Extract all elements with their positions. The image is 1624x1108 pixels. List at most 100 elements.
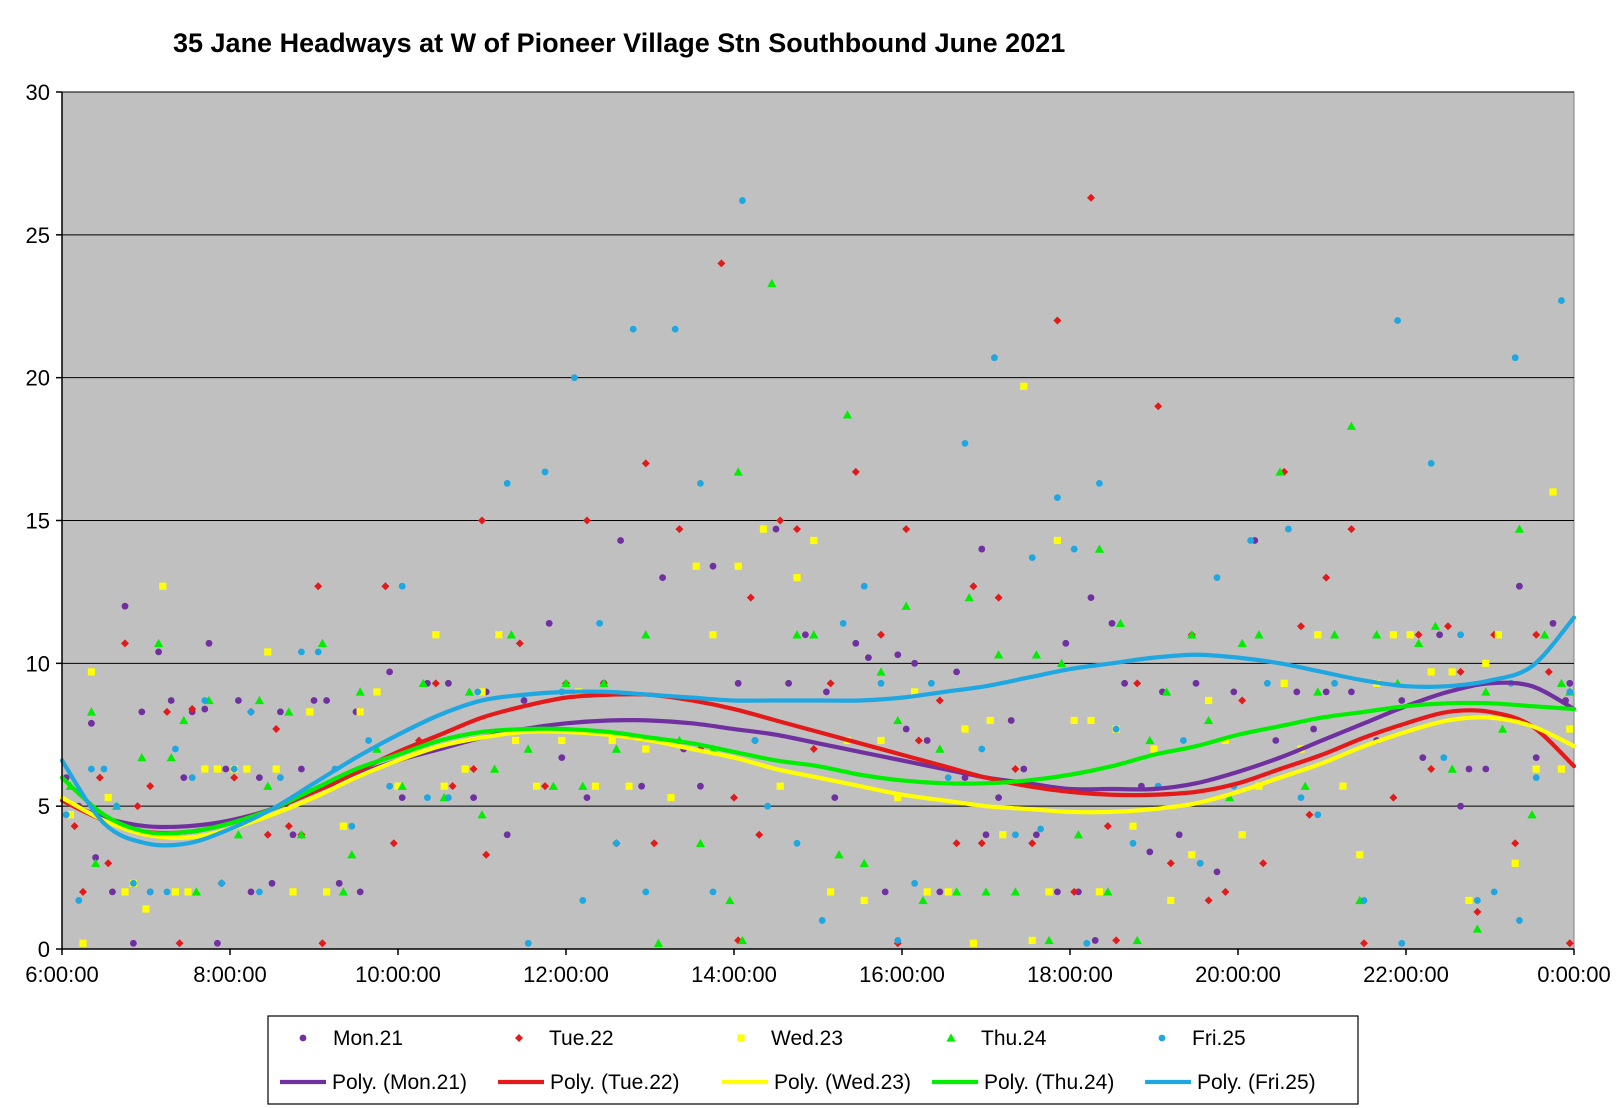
point-thu-24: [154, 638, 164, 648]
point-fri-25: [1490, 888, 1498, 896]
point-thu-24: [296, 830, 306, 839]
point-mon-21: [978, 545, 986, 553]
point-tue-22: [977, 839, 986, 848]
point-fri-25: [596, 619, 603, 627]
point-wed-23: [759, 525, 767, 533]
point-thu-24: [653, 938, 663, 947]
x-tick-label: 8:00:00: [193, 962, 266, 987]
point-thu-24: [611, 744, 621, 753]
point-fri-25: [541, 468, 549, 476]
point-thu-24: [834, 850, 844, 859]
point-mon-21: [1457, 802, 1464, 810]
point-mon-21: [247, 888, 255, 896]
point-thu-24: [338, 887, 348, 896]
point-mon-21: [1062, 639, 1070, 647]
point-thu-24: [233, 830, 243, 839]
point-tue-22: [175, 939, 184, 948]
point-thu-24: [641, 630, 651, 639]
point-mon-21: [772, 525, 780, 533]
point-wed-23: [1389, 631, 1397, 639]
point-mon-21: [277, 708, 284, 716]
point-mon-21: [268, 879, 276, 887]
point-tue-22: [1028, 839, 1037, 848]
point-tue-22: [730, 793, 738, 802]
point-mon-21: [852, 639, 860, 647]
point-tue-22: [1347, 525, 1356, 534]
point-fri-25: [1516, 917, 1523, 924]
point-fri-25: [62, 811, 70, 819]
point-fri-25: [1558, 297, 1565, 304]
point-thu-24: [477, 810, 487, 819]
x-tick-label: 20:00:00: [1195, 962, 1281, 987]
point-wed-23: [159, 582, 167, 590]
point-fri-25: [218, 879, 226, 887]
point-fri-25: [1083, 939, 1091, 947]
x-tick-label: 12:00:00: [523, 962, 609, 987]
point-fri-25: [1398, 939, 1406, 947]
point-wed-23: [432, 631, 440, 639]
point-fri-25: [991, 354, 998, 362]
point-tue-22: [1544, 667, 1553, 676]
chart-title: 35 Jane Headways at W of Pioneer Village…: [173, 28, 1065, 58]
point-fri-25: [1037, 825, 1044, 833]
point-mon-21: [298, 765, 305, 773]
point-tue-22: [1238, 696, 1247, 705]
point-wed-23: [1557, 765, 1565, 773]
point-fri-25: [201, 697, 209, 704]
point-tue-22: [478, 516, 486, 525]
point-fri-25: [348, 822, 356, 830]
point-fri-25: [398, 582, 406, 590]
point-wed-23: [860, 896, 868, 905]
point-tue-22: [272, 725, 281, 734]
point-mon-21: [1230, 688, 1238, 696]
point-fri-25: [172, 745, 179, 753]
point-fri-25: [130, 879, 137, 887]
point-mon-21: [1175, 831, 1183, 839]
point-mon-21: [1549, 619, 1557, 627]
point-fri-25: [629, 325, 637, 333]
point-wed-23: [1494, 631, 1502, 639]
point-thu-24: [1145, 735, 1155, 745]
point-mon-21: [1465, 765, 1473, 773]
point-wed-23: [1221, 736, 1229, 745]
point-mon-21: [1020, 765, 1028, 773]
point-wed-23: [827, 888, 835, 896]
point-wed-23: [1465, 896, 1473, 905]
point-tue-22: [314, 582, 323, 591]
point-mon-21: [894, 651, 902, 659]
point-thu-24: [1044, 935, 1054, 945]
point-tue-22: [914, 736, 923, 745]
point-tue-22: [675, 525, 684, 534]
point-wed-23: [142, 905, 150, 913]
point-thu-24: [876, 667, 886, 676]
point-mon-21: [1146, 848, 1154, 856]
point-mon-21: [335, 879, 343, 887]
point-mon-21: [1419, 754, 1427, 762]
point-thu-24: [137, 753, 147, 762]
point-mon-21: [1272, 737, 1280, 744]
point-fri-25: [277, 774, 284, 781]
point-fri-25: [1511, 354, 1519, 362]
point-fri-25: [314, 648, 322, 656]
y-tick-label: 10: [26, 651, 50, 676]
point-mon-21: [310, 697, 318, 704]
point-fri-25: [113, 802, 120, 810]
point-wed-23: [999, 831, 1007, 839]
point-thu-24: [842, 410, 852, 419]
point-thu-24: [1204, 715, 1214, 725]
x-axis-ticks: 6:00:00 8:00:00 10:00:00 12:00:00 14:00:00 16…: [25, 949, 1611, 987]
point-mon-21: [235, 697, 242, 704]
point-fri-25: [1474, 897, 1481, 904]
point-fri-25: [1070, 545, 1078, 553]
trendlines: [59, 615, 1577, 848]
point-thu-24: [809, 630, 819, 639]
point-thu-24: [1330, 630, 1340, 639]
point-thu-24: [1527, 810, 1537, 819]
point-wed-23: [1028, 936, 1036, 945]
point-wed-23: [66, 811, 74, 819]
point-thu-24: [767, 278, 777, 288]
point-thu-24: [994, 650, 1004, 659]
point-fri-25: [163, 888, 171, 896]
point-fri-25: [1394, 317, 1401, 324]
point-tue-22: [1305, 810, 1314, 819]
